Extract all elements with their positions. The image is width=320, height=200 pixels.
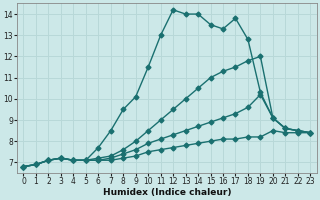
X-axis label: Humidex (Indice chaleur): Humidex (Indice chaleur) [103,188,231,197]
